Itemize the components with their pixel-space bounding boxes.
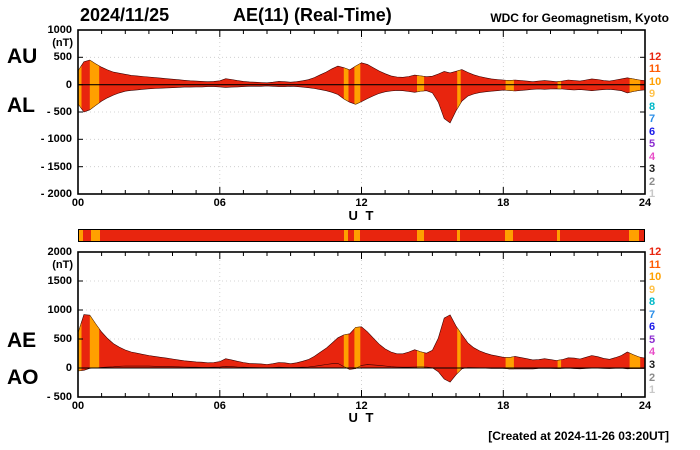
station-count-legend: 7 — [649, 113, 656, 126]
station-bar-segment — [505, 230, 514, 241]
y-tick-label: 1000 — [47, 24, 72, 36]
y-tick-label: 0 — [65, 362, 72, 374]
station-count-legend: 6 — [649, 321, 656, 334]
station-bar-segment — [343, 230, 349, 241]
y-tick-label: - 1500 — [40, 160, 72, 173]
station-count-legend: 9 — [649, 283, 656, 296]
x-tick-label: 18 — [497, 400, 510, 412]
au-al-chart — [77, 29, 646, 195]
x-axis-label-bottom: U T — [348, 410, 376, 425]
data-source: WDC for Geomagnetism, Kyoto — [490, 11, 669, 25]
y-tick-label: 500 — [53, 333, 72, 345]
station-count-legend: 4 — [649, 346, 656, 359]
station-bar-segment — [354, 230, 361, 241]
x-axis-label-top: U T — [348, 208, 376, 223]
index-label-ao: AO — [7, 366, 39, 389]
station-count-legend: 2 — [649, 175, 656, 188]
plot-title: AE(11) (Real-Time) — [233, 5, 392, 25]
station-count-legend: 1 — [649, 187, 656, 200]
x-tick-label: 06 — [213, 400, 226, 412]
y-tick-label: 1000 — [47, 304, 72, 316]
x-tick-label: 00 — [71, 400, 85, 412]
station-count-legend: 5 — [649, 333, 656, 346]
unit-label-bottom: (nT) — [52, 259, 73, 271]
x-tick-label: 00 — [71, 197, 85, 209]
station-count-bar — [78, 229, 645, 242]
y-tick-label: - 500 — [46, 106, 72, 118]
x-tick-label: 24 — [638, 400, 652, 412]
station-count-legend: 11 — [649, 63, 661, 76]
y-tick-label: 2000 — [47, 246, 72, 258]
y-tick-label: 1500 — [47, 275, 72, 287]
station-count-legend: 7 — [649, 308, 656, 321]
station-count-legend: 8 — [649, 100, 656, 113]
index-label-ae: AE — [7, 329, 37, 352]
station-count-legend: 10 — [649, 271, 662, 284]
x-tick-label: 12 — [355, 400, 368, 412]
station-count-legend: 12 — [649, 51, 662, 63]
station-bar-segment — [628, 230, 640, 241]
created-timestamp: [Created at 2024-11-26 03:20UT] — [488, 429, 669, 443]
station-count-legend: 10 — [649, 75, 662, 88]
x-tick-label: 18 — [497, 197, 510, 209]
station-count-legend: 11 — [649, 258, 661, 271]
station-count-legend: 9 — [649, 88, 656, 101]
index-label-al: AL — [7, 94, 35, 117]
station-bar-segment — [556, 230, 561, 241]
station-count-legend: 4 — [649, 150, 656, 163]
index-label-au: AU — [7, 45, 38, 68]
x-tick-label: 06 — [213, 197, 226, 209]
station-bar-segment — [90, 230, 101, 241]
station-count-legend: 3 — [649, 358, 656, 371]
station-count-legend: 5 — [649, 138, 656, 151]
y-tick-label: - 2000 — [40, 188, 72, 200]
x-tick-label: 24 — [638, 197, 652, 209]
x-tick-label: 12 — [355, 197, 368, 209]
ae-ao-chart — [77, 251, 646, 398]
y-tick-label: - 1000 — [40, 133, 72, 146]
station-count-legend: 6 — [649, 125, 656, 138]
y-tick-label: 500 — [53, 51, 72, 64]
plot-date: 2024/11/25 — [80, 5, 170, 25]
station-count-legend: 1 — [649, 384, 656, 397]
unit-label-top: (nT) — [52, 37, 73, 49]
station-count-legend: 12 — [649, 246, 662, 258]
y-tick-label: - 500 — [46, 391, 72, 403]
station-count-legend: 2 — [649, 371, 656, 384]
y-tick-label: 0 — [65, 78, 72, 91]
station-bar-segment — [79, 230, 83, 241]
station-count-legend: 3 — [649, 163, 656, 176]
station-bar-segment — [456, 230, 461, 241]
station-count-legend: 8 — [649, 296, 656, 309]
station-bar-segment — [416, 230, 424, 241]
